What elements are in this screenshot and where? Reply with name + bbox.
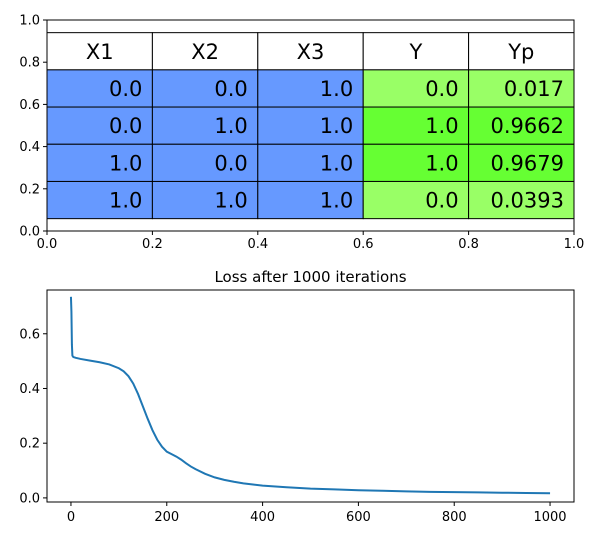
- loss-x-tick-label: 800: [442, 510, 467, 525]
- loss-y-tick-label: 0.2: [19, 437, 40, 452]
- loss-x-tick-label: 0: [67, 510, 75, 525]
- table-y-ticks: 0.0 0.2 0.4 0.6 0.8 1.0: [19, 14, 47, 240]
- loss-x-tick-label: 200: [154, 510, 179, 525]
- table-cell-value: 1.0: [214, 114, 247, 138]
- table-cell-value: 0.0: [214, 151, 247, 175]
- table-cell: [151, 180, 259, 220]
- table-cell-value: 1.0: [109, 189, 142, 213]
- table-x-ticks: 0.0 0.2 0.4 0.6 0.8 1.0: [37, 231, 585, 252]
- table-cell-value: 0.9662: [491, 114, 564, 138]
- table-cell: [362, 106, 470, 145]
- loss-x-tick-label: 600: [346, 510, 371, 525]
- table-cell-value: 0.0: [214, 77, 247, 101]
- table-y-tick-label: 0.0: [19, 225, 40, 240]
- table-cell-value: 0.0: [109, 114, 142, 138]
- table-cell: [362, 180, 470, 220]
- table-cell: [151, 106, 259, 145]
- loss-y-tick-label: 0.0: [19, 491, 40, 506]
- table-cell: [468, 106, 575, 145]
- table-cells: X1 X2 X3 Y Yp 0.0 0.0 1.0 0.0 0.017 0.0 1.0 1.0 1.0 0.…: [46, 32, 575, 220]
- table-cell-value: 0.0: [425, 189, 458, 213]
- table-y-tick-label: 0.8: [19, 56, 40, 71]
- table-header-cell: [257, 32, 364, 71]
- table-x-tick-label: 0.0: [37, 237, 58, 252]
- table-cell-value: 1.0: [320, 151, 353, 175]
- table-cell-value: 1.0: [320, 114, 353, 138]
- table-header-label: X2: [191, 40, 219, 64]
- table-cell: [362, 69, 470, 108]
- loss-chart-title: Loss after 1000 iterations: [214, 268, 406, 286]
- table-x-tick-label: 0.4: [247, 237, 268, 252]
- table-header-cell: [151, 32, 259, 71]
- table-cell-value: 1.0: [425, 114, 458, 138]
- table-header-label: X1: [86, 40, 114, 64]
- table-cell: [257, 180, 364, 220]
- table-cell: [257, 69, 364, 108]
- table-cell: [46, 180, 153, 220]
- loss-y-ticks: 0.0 0.2 0.4 0.6: [19, 327, 47, 506]
- table-cell-value: 0.0393: [491, 189, 564, 213]
- table-cell-value: 0.0: [425, 77, 458, 101]
- table-cell: [468, 69, 575, 108]
- table-cell: [257, 143, 364, 182]
- table-cell-value: 1.0: [320, 189, 353, 213]
- table-cell-value: 1.0: [109, 151, 142, 175]
- table-x-tick-label: 0.6: [353, 237, 374, 252]
- table-cell-value: 0.017: [504, 77, 564, 101]
- table-cell-value: 0.9679: [491, 151, 564, 175]
- table-y-tick-label: 0.2: [19, 182, 40, 197]
- loss-series-line: [69, 296, 551, 495]
- table-axes-frame: [46, 19, 575, 232]
- loss-y-tick-label: 0.6: [19, 327, 40, 342]
- table-cell-value: 0.0: [109, 77, 142, 101]
- table-cell-value: 1.0: [425, 151, 458, 175]
- loss-x-tick-label: 1000: [533, 510, 566, 525]
- loss-x-ticks: 0 200 400 600 800 1000: [67, 502, 567, 525]
- table-cell: [468, 180, 575, 220]
- table-x-tick-label: 0.2: [142, 237, 163, 252]
- table-y-tick-label: 0.4: [19, 140, 40, 155]
- loss-y-tick-label: 0.4: [19, 382, 40, 397]
- table-header-label: Y: [408, 40, 422, 64]
- table-cell: [362, 143, 470, 182]
- loss-panel: Loss after 1000 iterations 0 200 400 600 800…: [19, 268, 575, 525]
- table-x-tick-label: 1.0: [564, 237, 585, 252]
- table-cell: [257, 106, 364, 145]
- table-x-tick-label: 0.8: [458, 237, 479, 252]
- table-cell-value: 1.0: [214, 189, 247, 213]
- table-header-label: Yp: [507, 40, 534, 64]
- table-cell: [46, 143, 153, 182]
- table-y-tick-label: 0.6: [19, 98, 40, 113]
- table-y-tick-label: 1.0: [19, 14, 40, 29]
- loss-x-tick-label: 400: [250, 510, 275, 525]
- table-header-cell: [46, 32, 153, 71]
- loss-axes-frame: [46, 289, 575, 503]
- table-header-label: X3: [297, 40, 325, 64]
- table-cell-value: 1.0: [320, 77, 353, 101]
- table-cell: [151, 143, 259, 182]
